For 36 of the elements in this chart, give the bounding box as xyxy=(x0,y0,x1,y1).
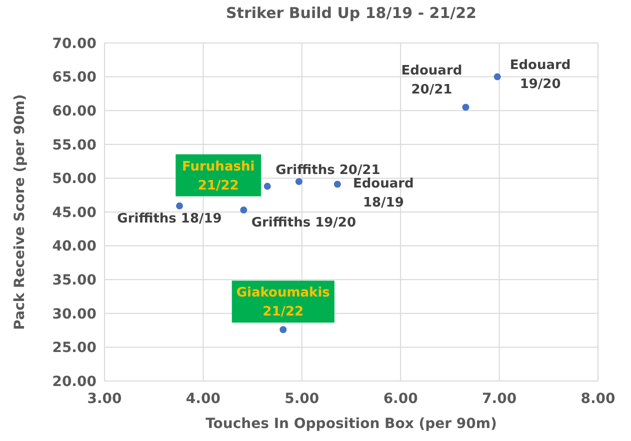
y-axis-title: Pack Receive Score (per 90m) xyxy=(12,94,28,330)
y-tick-label: 50.00 xyxy=(52,171,97,188)
x-tick-label: 8.00 xyxy=(580,391,616,407)
data-label: Edouard 20/21 xyxy=(401,63,462,98)
data-label: Griffiths 20/21 xyxy=(276,163,380,178)
point xyxy=(462,104,470,111)
point xyxy=(494,73,501,80)
x-tick-label: 3.00 xyxy=(87,391,122,407)
x-axis-title: Touches In Opposition Box (per 90m) xyxy=(206,416,497,432)
y-tick-label: 70.00 xyxy=(52,36,97,52)
x-tick-label: 5.00 xyxy=(284,391,320,407)
data-label: Edouard 19/20 xyxy=(510,58,571,92)
x-tick-label: 7.00 xyxy=(482,391,517,407)
y-tick-label: 30.00 xyxy=(52,306,97,322)
data-label: Giakoumakis 21/22 xyxy=(236,286,330,320)
point xyxy=(334,180,341,188)
y-tick-label: 25.00 xyxy=(52,340,97,356)
data-label: Edouard 18/19 xyxy=(352,176,414,210)
point xyxy=(295,178,302,186)
chart-title: Striker Build Up 18/19 - 21/22 xyxy=(226,4,476,22)
y-tick-label: 35.00 xyxy=(52,272,97,288)
x-tick-label: 6.00 xyxy=(383,391,418,407)
point xyxy=(280,326,287,334)
data-label: Griffiths 18/19 xyxy=(117,211,222,226)
data-label: Griffiths 19/20 xyxy=(251,216,356,231)
y-tick-label: 20.00 xyxy=(52,374,97,390)
y-tick-label: 40.00 xyxy=(52,238,97,255)
data-label: Furuhashi 21/22 xyxy=(182,159,255,194)
point xyxy=(176,202,184,210)
y-tick-label: 45.00 xyxy=(52,204,97,221)
x-tick-label: 4.00 xyxy=(186,391,221,407)
y-tick-label: 55.00 xyxy=(52,137,97,154)
point xyxy=(240,206,248,214)
y-tick-label: 65.00 xyxy=(52,70,97,86)
y-tick-label: 60.00 xyxy=(52,104,97,120)
point xyxy=(264,182,271,190)
